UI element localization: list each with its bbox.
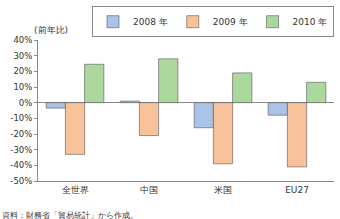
svg-text:20%: 20% [13,66,32,76]
svg-text:-10%: -10% [10,113,32,123]
svg-text:2010 年: 2010 年 [293,17,328,27]
svg-text:米国: 米国 [214,185,232,195]
svg-text:EU27: EU27 [285,185,309,195]
svg-text:-50%: -50% [10,176,32,186]
svg-text:0%: 0% [19,98,33,108]
svg-text:資料：財務省「貿易統計」から作成。: 資料：財務省「貿易統計」から作成。 [2,211,138,219]
svg-text:-30%: -30% [10,145,32,155]
svg-text:-40%: -40% [10,160,32,170]
svg-text:(前年比): (前年比) [34,25,68,35]
svg-text:2008 年: 2008 年 [133,17,168,27]
svg-text:40%: 40% [13,35,32,45]
svg-text:全世界: 全世界 [62,185,89,195]
svg-text:30%: 30% [13,51,32,61]
svg-text:-20%: -20% [10,129,32,139]
svg-text:10%: 10% [13,82,32,92]
svg-text:中国: 中国 [140,185,158,195]
svg-text:2009 年: 2009 年 [213,17,248,27]
